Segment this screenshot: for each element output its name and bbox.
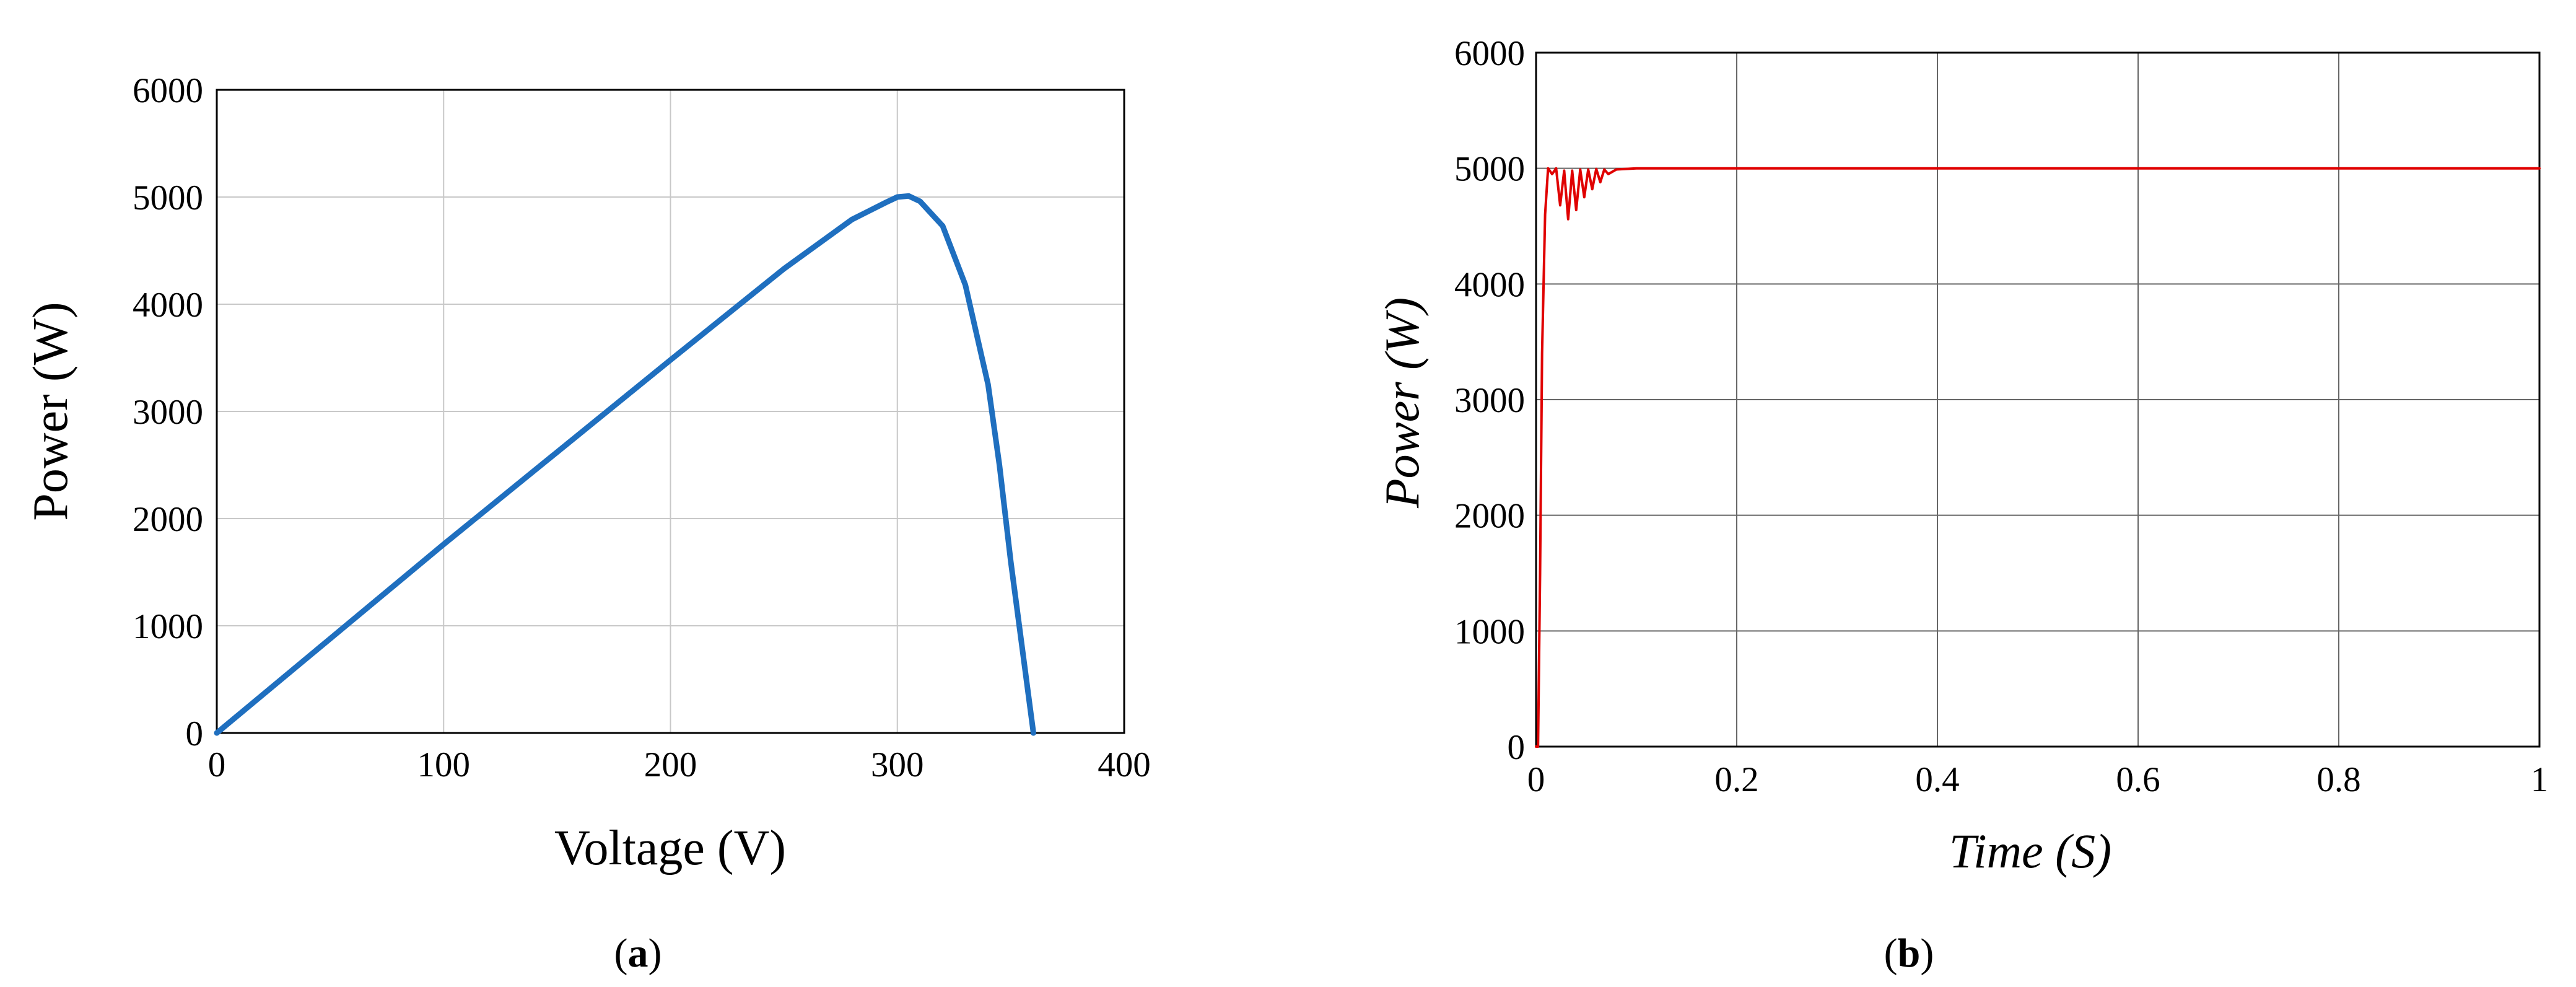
chart-a-y-tick-label: 6000 [133,71,203,110]
chart-a: 0 100 200 300 400 0100020003000400050006000 … [24,71,1151,976]
chart-b-y-tick-label: 4000 [1454,265,1525,304]
chart-a-y-tick-label: 4000 [133,286,203,325]
chart-b-x-tick-label: 0.4 [1915,760,1959,799]
chart-b-x-tick-label: 1 [2531,760,2549,799]
chart-a-y-tick-label: 2000 [133,500,203,539]
chart-b-y-tick-label: 2000 [1454,497,1525,536]
chart-b-y-ticks: 0 1000 2000 3000 4000 5000 6000 [1454,34,1525,767]
chart-b-y-axis-label: Power (W) [1375,297,1429,509]
chart-a-y-ticks: 0 1000 2000 3000 4000 5000 6000 [133,71,203,753]
chart-a-x-tick-label: 200 [644,745,697,784]
chart-b: 0 0.2 0.4 0.6 0.8 1 0 1000 2000 3000 4000 5000 6000… [1375,34,2548,976]
chart-b-x-tick-label: 0 [1527,760,1545,799]
chart-a-frame [216,89,1125,734]
chart-a-x-tick-label: 0 [208,745,226,784]
chart-a-y-tick-label: 0 [186,714,204,753]
chart-a-x-tick-label: 400 [1098,745,1151,784]
chart-b-x-tick-label: 0.8 [2316,760,2360,799]
chart-b-series-line [1535,167,2541,748]
chart-b-x-tick-label: 0.6 [2116,760,2160,799]
chart-a-series-line [214,193,1036,736]
chart-a-x-tick-label: 100 [417,745,471,784]
chart-b-x-tick-label: 0.2 [1714,760,1758,799]
chart-b-y-tick-label: 6000 [1454,34,1525,73]
caption-a: (a) [614,931,662,976]
chart-b-y-tick-label: 0 [1508,728,1526,767]
chart-a-y-tick-label: 1000 [133,607,203,646]
chart-b-y-tick-label: 5000 [1454,150,1525,189]
chart-a-x-ticks: 0 100 200 300 400 [208,745,1151,784]
chart-b-series [1535,167,2541,748]
chart-a-x-tick-label: 300 [871,745,924,784]
chart-b-x-axis-label: Time (S) [1949,824,2111,878]
chart-a-x-axis-label: Voltage (V) [554,821,786,875]
chart-b-x-ticks: 0 0.2 0.4 0.6 0.8 1 [1527,760,2549,799]
chart-a-y-axis-label: Power (W) [24,302,78,520]
chart-b-frame [1535,51,2541,748]
chart-a-y-tick-label: 5000 [133,178,203,217]
chart-b-y-tick-label: 1000 [1454,612,1525,651]
chart-a-y-tick-label: 3000 [133,393,203,432]
caption-b: (b) [1884,931,1934,976]
chart-b-y-tick-label: 3000 [1454,381,1525,420]
chart-a-series [214,193,1036,736]
